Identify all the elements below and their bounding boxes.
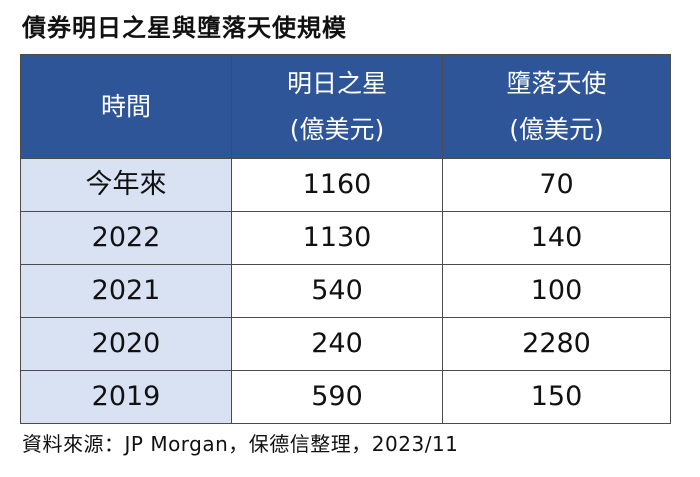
header-unit: (億美元) xyxy=(509,114,604,144)
rising-stars-cell: 540 xyxy=(231,264,443,318)
table-row: 2022 1130 140 xyxy=(20,211,671,265)
rising-stars-cell: 1130 xyxy=(231,211,443,265)
period-cell: 2022 xyxy=(20,211,232,265)
header-label: 明日之星 xyxy=(286,68,387,98)
period-cell: 今年來 xyxy=(20,158,232,212)
fallen-angels-cell: 140 xyxy=(442,211,671,265)
header-unit: (億美元) xyxy=(289,114,385,144)
fallen-angels-cell: 150 xyxy=(442,370,671,424)
rising-stars-cell: 590 xyxy=(231,370,443,424)
header-label: 時間 xyxy=(100,91,151,121)
source-note: 資料來源：JP Morgan，保德信整理，2023/11 xyxy=(22,432,459,456)
header-cell-rising-stars: 明日之星 (億美元) xyxy=(231,54,443,159)
period-cell: 2021 xyxy=(20,264,232,318)
fallen-angels-cell: 100 xyxy=(442,264,671,318)
table-row: 2021 540 100 xyxy=(20,264,671,318)
period-cell: 2020 xyxy=(20,317,232,371)
table-row: 今年來 1160 70 xyxy=(20,158,671,212)
fallen-angels-cell: 70 xyxy=(442,158,671,212)
rising-stars-cell: 1160 xyxy=(231,158,443,212)
header-cell-fallen-angels: 墮落天使 (億美元) xyxy=(442,54,671,159)
table-row: 2020 240 2280 xyxy=(20,317,671,371)
chart-title: 債券明日之星與墮落天使規模 xyxy=(22,14,347,42)
rising-stars-cell: 240 xyxy=(231,317,443,371)
table-row: 2019 590 150 xyxy=(20,370,671,424)
header-label: 墮落天使 xyxy=(506,68,607,98)
period-cell: 2019 xyxy=(20,370,232,424)
fallen-angels-cell: 2280 xyxy=(442,317,671,371)
data-table: 時間 明日之星 (億美元) 墮落天使 (億美元) 今年來 1160 70 202… xyxy=(20,54,671,424)
header-cell-period: 時間 xyxy=(20,54,232,159)
header-row: 時間 明日之星 (億美元) 墮落天使 (億美元) xyxy=(20,54,671,159)
